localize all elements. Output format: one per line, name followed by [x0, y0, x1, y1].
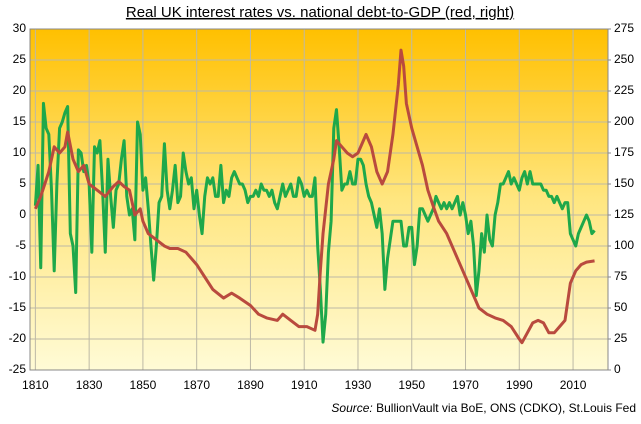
y2-tick-label: 0: [614, 362, 621, 376]
x-tick-label: 1810: [22, 378, 49, 392]
y-tick-label: 5: [19, 176, 26, 190]
y-tick-label: 0: [19, 207, 26, 221]
x-tick-label: 1850: [130, 378, 157, 392]
x-tick-label: 1990: [506, 378, 533, 392]
y-tick-label: -25: [9, 362, 27, 376]
x-tick-label: 1910: [291, 378, 318, 392]
y2-tick-label: 175: [614, 145, 634, 159]
plot: -25 -20 -15 -10 -5 0 5 10 15 20 25 30 0 25 50 75 100 125 1…: [9, 21, 635, 392]
y-tick-label: -10: [9, 269, 27, 283]
y2-tick-label: 75: [614, 269, 628, 283]
x-tick-label: 1930: [345, 378, 372, 392]
x-tick-label: 1870: [183, 378, 210, 392]
source-label: Source:: [331, 401, 372, 415]
y-tick-label: 10: [13, 145, 27, 159]
y2-tick-label: 25: [614, 331, 628, 345]
plot-border: [29, 28, 609, 371]
x-tick-label: 1970: [452, 378, 479, 392]
y2-tick-label: 125: [614, 207, 634, 221]
series-line: [33, 101, 596, 344]
y2-tick-label: 275: [614, 21, 634, 35]
y-tick-label: 25: [13, 52, 27, 66]
y2-tick-label: 50: [614, 300, 628, 314]
y-tick-label: -5: [15, 238, 26, 252]
x-tick-label: 1950: [398, 378, 425, 392]
y-tick-label: -20: [9, 331, 27, 345]
source: Source: BullionVault via BoE, ONS (CDKO)…: [331, 401, 636, 415]
y2-tick-label: 225: [614, 83, 634, 97]
x-tick-label: 2010: [560, 378, 587, 392]
y2-tick-label: 150: [614, 176, 634, 190]
y-tick-label: -15: [9, 300, 27, 314]
y2-tick-label: 100: [614, 238, 634, 252]
y-tick-label: 30: [13, 21, 27, 35]
y2-tick-label: 250: [614, 52, 634, 66]
chart-title: Real UK interest rates vs. national debt…: [126, 4, 514, 21]
series-line: [34, 48, 595, 345]
x-tick-label: 1890: [237, 378, 264, 392]
y-tick-label: 20: [13, 83, 27, 97]
source-text: BullionVault via BoE, ONS (CDKO), St.Lou…: [376, 401, 636, 415]
y-tick-label: 15: [13, 114, 27, 128]
x-tick-label: 1830: [76, 378, 103, 392]
y2-tick-label: 200: [614, 114, 634, 128]
